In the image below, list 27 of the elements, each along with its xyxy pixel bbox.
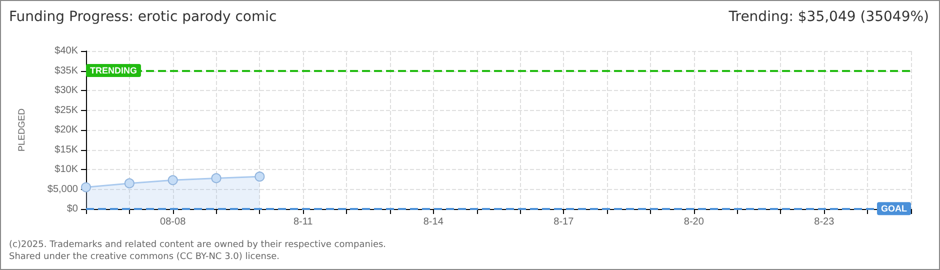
ref-line-label: TRENDING xyxy=(90,66,137,76)
x-tick-label: 8-23 xyxy=(814,216,835,228)
x-tick-label: 08-08 xyxy=(160,216,186,228)
x-tick-label: 8-11 xyxy=(293,216,314,228)
y-tick-label: $35K xyxy=(54,65,78,76)
point xyxy=(81,182,91,192)
y-tick-label: $40K xyxy=(54,46,78,56)
y-tick-label: $10K xyxy=(54,164,78,175)
y-tick-label: $0 xyxy=(66,204,78,214)
point xyxy=(211,173,222,184)
text: (c)2025. Trademarks and related content are owned by their respective companies. xyxy=(9,239,386,251)
y-axis-title: PLEDGED xyxy=(16,108,26,152)
y-tick-label: $25K xyxy=(54,104,78,116)
y-tick-label: $30K xyxy=(54,85,78,96)
x-tick-label: 8-17 xyxy=(554,216,574,228)
y-tick-label: $5,000 xyxy=(47,184,78,195)
ref-line-label: GOAL xyxy=(881,204,908,214)
point xyxy=(168,175,178,186)
chart-subtitle: Trending: $35,049 (35049%) xyxy=(728,9,929,25)
point xyxy=(254,172,265,182)
chart-title: Funding Progress: erotic parody comic xyxy=(9,9,277,25)
y-tick-label: $20K xyxy=(54,124,78,136)
y-tick-label: $15K xyxy=(54,144,78,156)
x-tick-label: 8-20 xyxy=(684,216,704,228)
point xyxy=(124,178,134,188)
x-tick-label: 8-14 xyxy=(423,216,444,228)
text: Shared under the creative commons (CC BY-NC 3.0) license. xyxy=(9,251,281,263)
